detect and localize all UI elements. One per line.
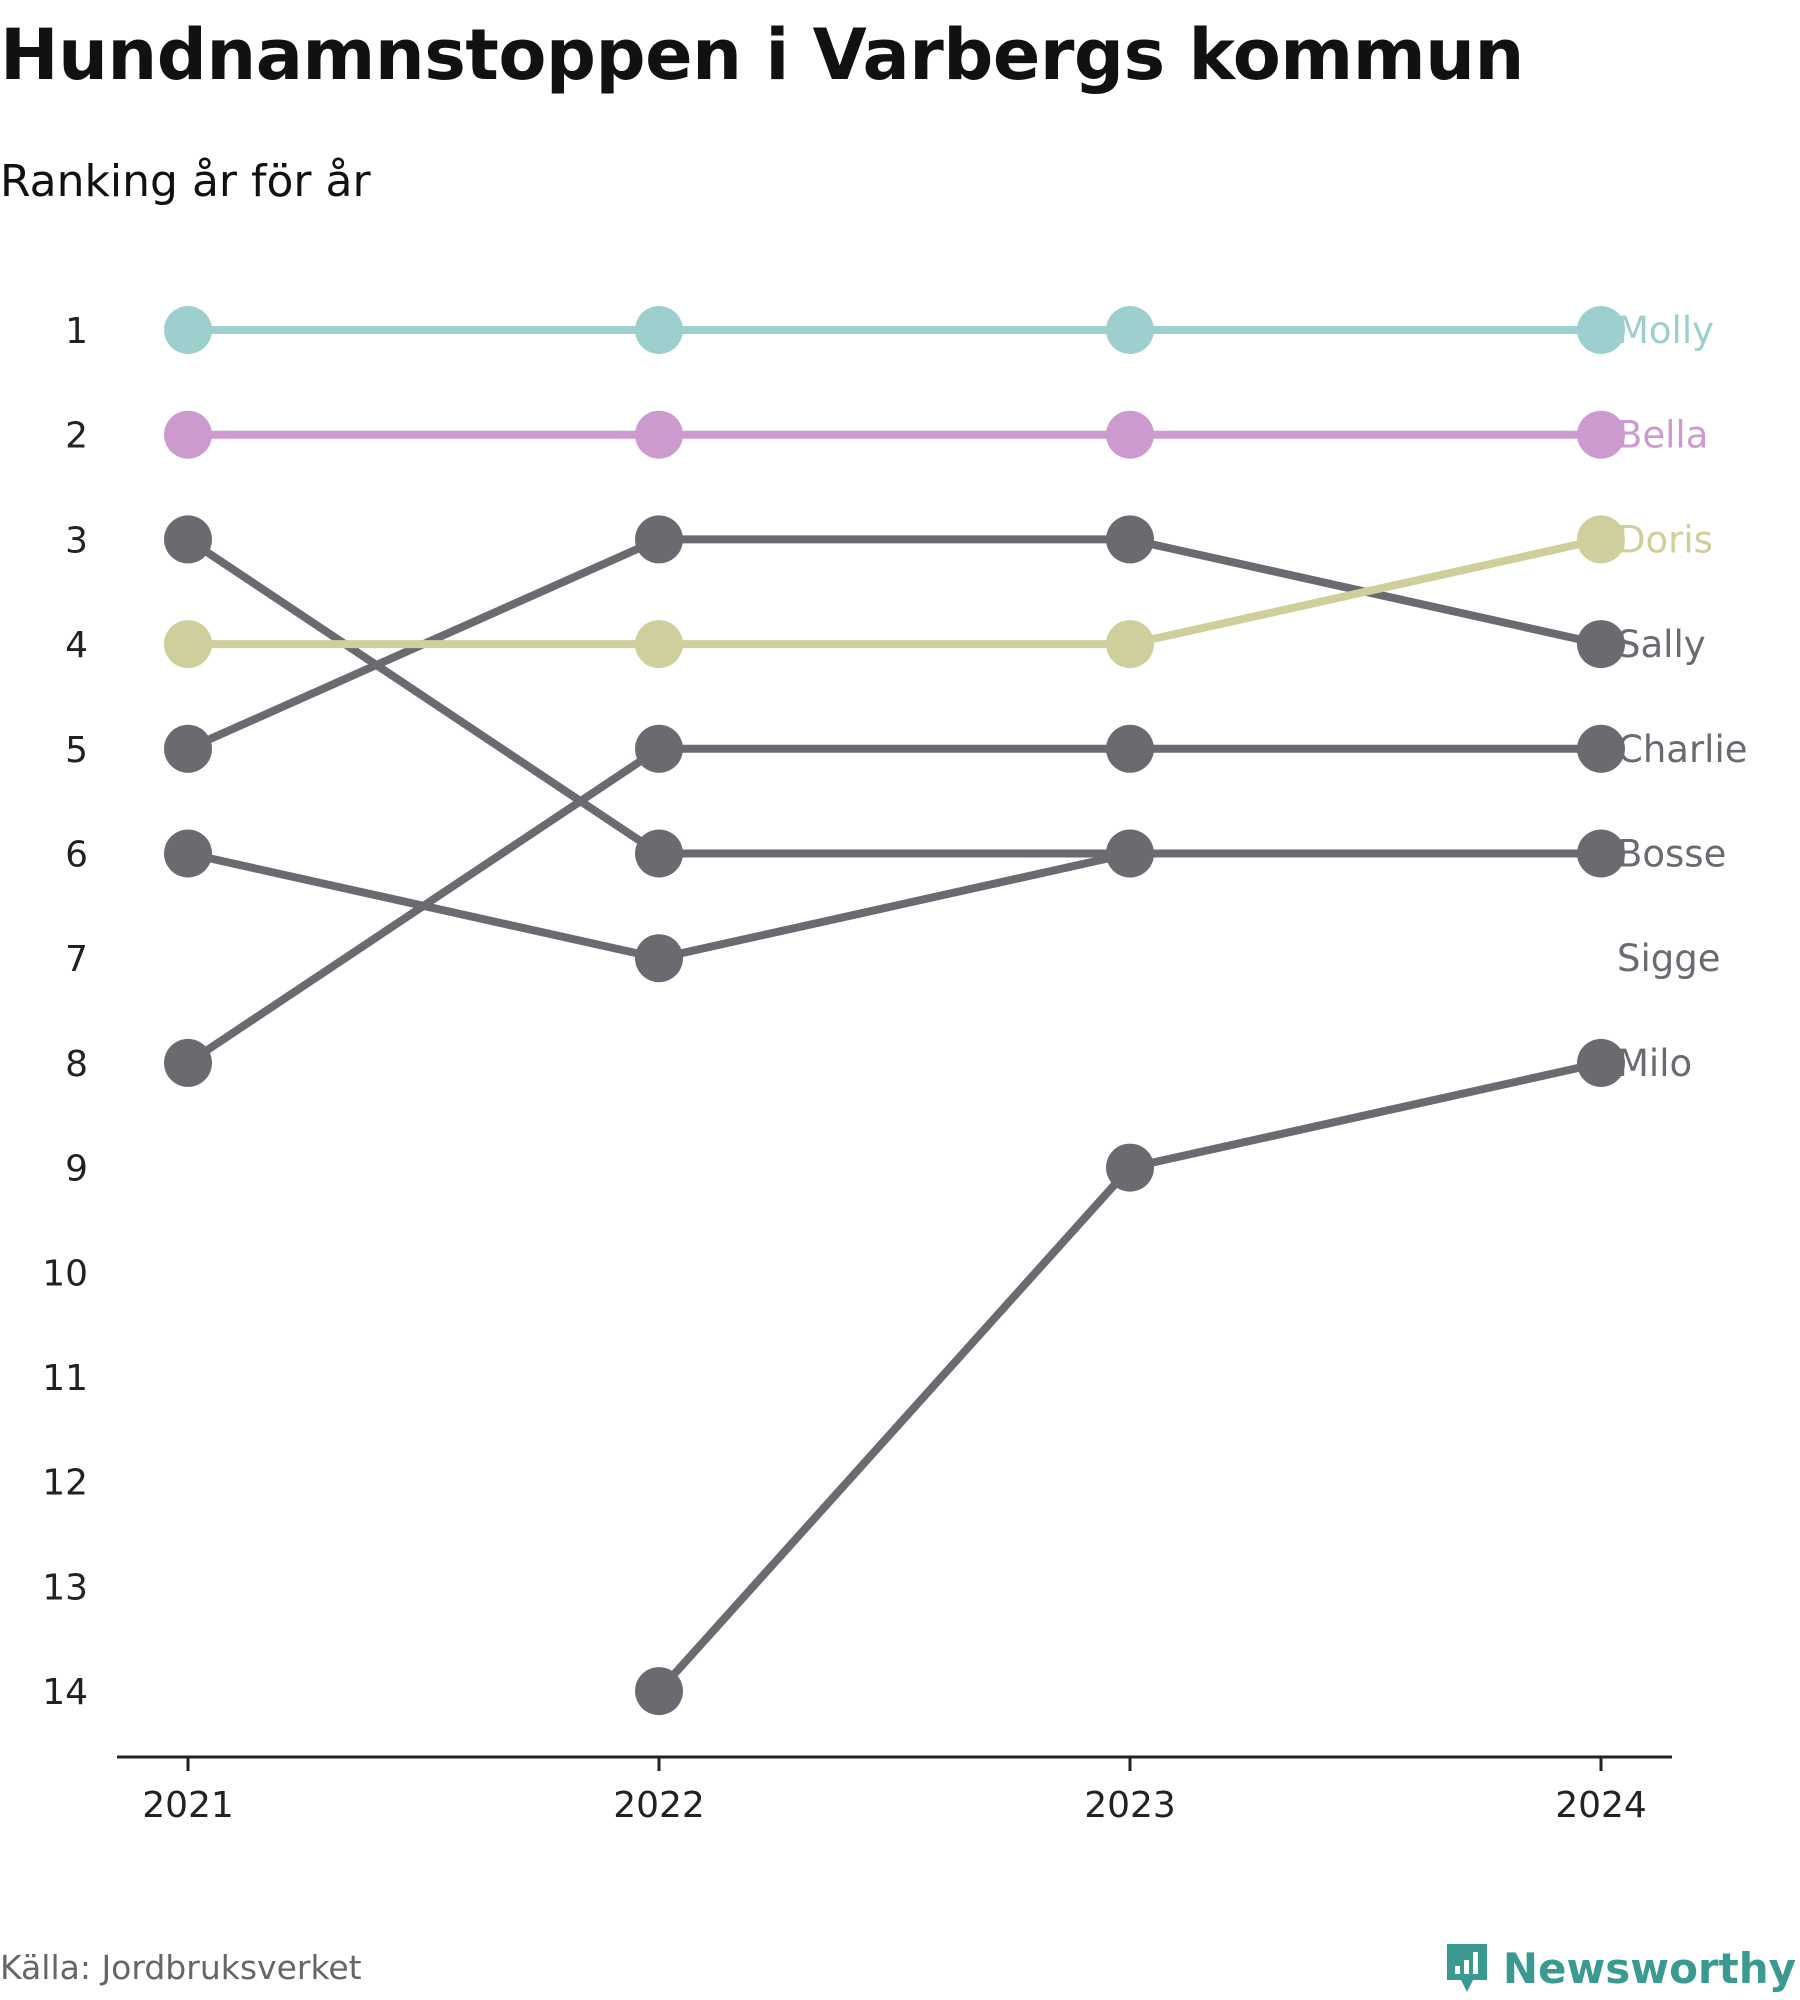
- source-note: Källa: Jordbruksverket: [0, 1948, 362, 1987]
- series-label: Molly: [1617, 309, 1714, 352]
- y-tick-label: 8: [65, 1044, 88, 1085]
- y-tick-label: 13: [42, 1567, 88, 1608]
- x-tick-label: 2023: [1084, 1785, 1176, 1826]
- data-point: [1577, 829, 1625, 878]
- series-label: Sally: [1617, 623, 1706, 666]
- data-point: [1577, 1038, 1625, 1087]
- data-point: [1577, 620, 1625, 669]
- data-point: [1106, 306, 1154, 354]
- brand-name: Newsworthy: [1502, 1943, 1796, 1993]
- chart-title: Hundnamnstoppen i Varbergs kommun: [0, 14, 1524, 96]
- series-line-segment: [655, 849, 1134, 963]
- y-tick-label: 10: [42, 1253, 88, 1294]
- data-point: [1106, 620, 1154, 669]
- data-point: [635, 934, 683, 983]
- y-tick-label: 11: [42, 1358, 88, 1399]
- data-point: [1577, 515, 1625, 564]
- data-point: [1577, 306, 1625, 354]
- y-tick-label: 1: [65, 311, 88, 352]
- data-point: [1106, 724, 1154, 773]
- bar-chart-icon: [1446, 1944, 1487, 1992]
- series-label: Sigge: [1617, 937, 1721, 980]
- series-label: Milo: [1617, 1042, 1692, 1085]
- series-line-segment: [184, 535, 663, 858]
- x-tick-label: 2021: [142, 1785, 234, 1826]
- series-label: Bella: [1617, 414, 1708, 457]
- y-tick-label: 14: [42, 1672, 88, 1713]
- data-point: [164, 724, 212, 773]
- data-point: [1106, 829, 1154, 878]
- series-line-segment: [655, 1163, 1134, 1696]
- data-point: [1106, 410, 1154, 459]
- data-point: [164, 620, 212, 669]
- series-label: Charlie: [1617, 728, 1748, 771]
- y-tick-label: 3: [65, 520, 88, 561]
- series-line-segment: [1126, 1058, 1605, 1172]
- data-point: [164, 515, 212, 564]
- data-point: [635, 306, 683, 354]
- series-line-segment: [1126, 535, 1605, 649]
- newsworthy-logo: Newsworthy: [1443, 1940, 1796, 1996]
- y-tick-label: 9: [65, 1149, 88, 1190]
- x-tick-label: 2024: [1555, 1785, 1647, 1826]
- y-tick-label: 4: [65, 625, 88, 666]
- data-point: [635, 1667, 683, 1716]
- data-point: [1577, 724, 1625, 773]
- data-point: [164, 1038, 212, 1087]
- y-tick-label: 2: [65, 416, 88, 457]
- y-tick-label: 12: [42, 1463, 88, 1504]
- x-tick-label: 2022: [613, 1785, 705, 1826]
- y-tick-label: 7: [65, 939, 88, 980]
- data-point: [635, 724, 683, 773]
- data-point: [635, 410, 683, 459]
- chart-subtitle: Ranking år för år: [0, 156, 371, 207]
- data-point: [635, 829, 683, 878]
- series-label: Doris: [1617, 518, 1713, 561]
- data-point: [1106, 1143, 1154, 1192]
- series-label: Bosse: [1617, 833, 1726, 876]
- data-point: [1577, 410, 1625, 459]
- data-point: [164, 829, 212, 878]
- data-point: [635, 515, 683, 564]
- data-point: [164, 306, 212, 354]
- data-point: [1106, 515, 1154, 564]
- y-tick-label: 5: [65, 730, 88, 771]
- data-point: [164, 410, 212, 459]
- y-tick-label: 6: [65, 835, 88, 876]
- series-line-segment: [184, 849, 663, 963]
- data-point: [635, 620, 683, 669]
